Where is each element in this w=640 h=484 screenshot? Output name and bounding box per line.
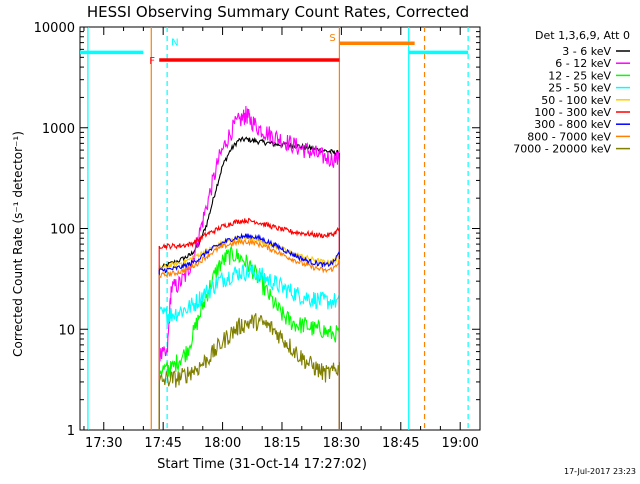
chart-title: HESSI Observing Summary Count Rates, Cor… xyxy=(87,3,469,21)
series-line-6 xyxy=(158,232,340,430)
legend-title: Det 1,3,6,9, Att 0 xyxy=(535,29,630,42)
axes: 1 10 100 1000 10000 17:30 17:45 18:00 18:15 18:30… xyxy=(34,21,481,451)
x-tick-label-5: 18:45 xyxy=(382,436,419,451)
legend-label-3: 25 - 50 keV xyxy=(548,82,611,95)
legend-label-2: 12 - 25 keV xyxy=(548,69,611,82)
x-tick-label-0: 17:30 xyxy=(85,436,122,451)
x-axis-label: Start Time (31-Oct-14 17:27:02) xyxy=(157,457,367,472)
series-lines xyxy=(158,105,340,430)
legend-label-1: 6 - 12 keV xyxy=(555,57,611,70)
series-line-2 xyxy=(158,244,340,430)
legend-label-6: 300 - 800 keV xyxy=(534,118,611,131)
series-line-7 xyxy=(158,238,340,430)
flag-bars: N F S xyxy=(80,33,469,67)
legend-label-0: 3 - 6 keV xyxy=(562,45,611,58)
flag-label-2: S xyxy=(329,33,335,44)
y-tick-label-0: 1 xyxy=(67,424,75,439)
y-axis-label: Corrected Count Rate (s⁻¹ detector⁻¹) xyxy=(11,131,25,357)
date-stamp: 17-Jul-2017 23:23 xyxy=(564,467,636,476)
flag-label-1: F xyxy=(149,56,155,67)
flag-label-0: N xyxy=(171,37,178,48)
x-tick-label-2: 18:00 xyxy=(204,436,241,451)
legend-label-5: 100 - 300 keV xyxy=(534,106,611,119)
x-tick-label-6: 19:00 xyxy=(441,436,478,451)
series-line-8 xyxy=(158,313,340,430)
series-line-3 xyxy=(158,264,340,430)
y-tick-label-3: 1000 xyxy=(42,122,75,137)
y-tick-label-4: 10000 xyxy=(34,21,75,36)
x-tick-label-4: 18:30 xyxy=(323,436,360,451)
y-tick-label-2: 100 xyxy=(50,223,75,238)
x-tick-label-3: 18:15 xyxy=(263,436,300,451)
legend-label-4: 50 - 100 keV xyxy=(541,94,611,107)
legend-label-7: 800 - 7000 keV xyxy=(527,130,611,143)
legend-label-8: 7000 - 20000 keV xyxy=(513,143,611,156)
series-line-1 xyxy=(158,105,340,430)
series-line-5 xyxy=(158,217,340,430)
series-line-4 xyxy=(158,235,340,430)
y-tick-label-1: 10 xyxy=(58,323,75,338)
plot-area xyxy=(79,26,481,431)
x-tick-label-1: 17:45 xyxy=(144,436,181,451)
